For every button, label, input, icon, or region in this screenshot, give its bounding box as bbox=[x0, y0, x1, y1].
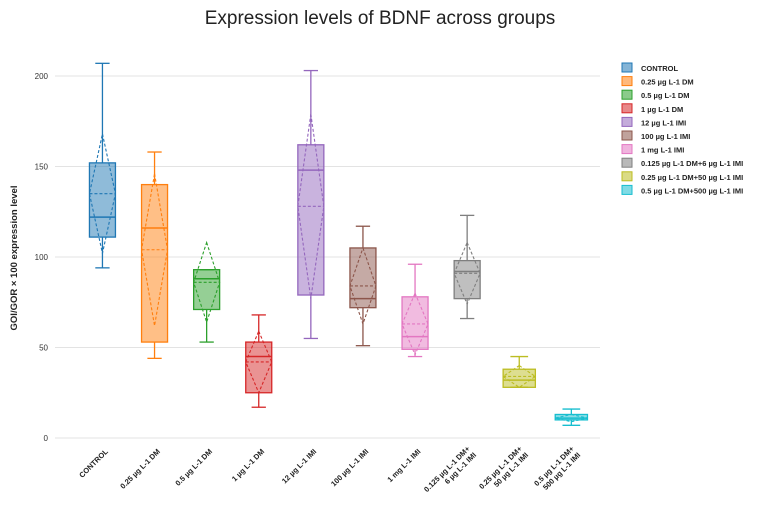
box-2 bbox=[140, 151, 169, 360]
x-tick-label: 0.125 µg L-1 DM+6 µg L-1 IMI bbox=[422, 444, 478, 500]
box-3 bbox=[192, 240, 221, 343]
x-tick-label-line: CONTROL bbox=[77, 447, 110, 480]
x-tick-label-line: 12 µg L-1 IMI bbox=[280, 447, 318, 485]
box-iqr bbox=[192, 269, 221, 311]
box-iqr bbox=[502, 368, 537, 388]
x-tick-label: 0.25 µg L-1 DM bbox=[118, 447, 162, 491]
x-tick-label-line: 1 mg L-1 IMI bbox=[385, 447, 422, 484]
box-iqr bbox=[453, 259, 481, 300]
legend-item: 12 µg L-1 IMI bbox=[621, 116, 686, 127]
mean-sd-diamond bbox=[401, 291, 429, 357]
box-iqr bbox=[297, 144, 325, 296]
legend-item: CONTROL bbox=[621, 62, 678, 73]
legend-swatch bbox=[621, 103, 633, 114]
mean-sd-diamond bbox=[349, 246, 377, 326]
box-1 bbox=[88, 62, 117, 269]
legend-item: 100 µg L-1 IMI bbox=[621, 130, 690, 141]
legend-swatch bbox=[621, 144, 633, 155]
box-5 bbox=[297, 69, 325, 340]
x-tick-label-line: 0.5 µg L-1 DM bbox=[173, 447, 214, 488]
x-tick-label: 1 µg L-1 DM bbox=[230, 447, 266, 483]
box-9 bbox=[502, 355, 537, 388]
x-tick-label: 1 mg L-1 IMI bbox=[385, 447, 422, 484]
mean-sd-diamond bbox=[140, 173, 169, 326]
y-tick-label: 100 bbox=[35, 253, 49, 262]
legend-label: 0.5 µg L-1 DM+500 µg L-1 IMI bbox=[641, 186, 743, 195]
x-tick-label-line: 1 µg L-1 DM bbox=[230, 447, 266, 483]
x-tick-label: CONTROL bbox=[77, 447, 110, 480]
box-iqr bbox=[245, 341, 273, 394]
box-plots bbox=[88, 62, 589, 426]
legend-item: 0.5 µg L-1 DM bbox=[621, 89, 690, 100]
legend-swatch bbox=[621, 89, 633, 100]
box-8 bbox=[453, 214, 481, 320]
y-tick-label: 150 bbox=[35, 163, 49, 172]
x-tick-label: 100 µg L-1 IMI bbox=[329, 447, 370, 488]
legend-label: 1 mg L-1 IMI bbox=[641, 146, 684, 155]
legend-item: 1 µg L-1 DM bbox=[621, 103, 683, 114]
box-6 bbox=[349, 225, 377, 347]
legend-swatch bbox=[621, 62, 633, 73]
legend-item: 0.25 µg L-1 DM+50 µg L-1 IMI bbox=[621, 171, 743, 182]
mean-sd-diamond bbox=[502, 364, 537, 388]
mean-sd-diamond bbox=[88, 133, 117, 254]
x-tick-label: 12 µg L-1 IMI bbox=[280, 447, 318, 485]
legend-item: 1 mg L-1 IMI bbox=[621, 144, 684, 155]
legend-item: 0.25 µg L-1 DM bbox=[621, 76, 694, 87]
x-tick-label: 0.5 µg L-1 DM+500 µg L-1 IMI bbox=[532, 444, 583, 495]
x-tick-label: 0.5 µg L-1 DM bbox=[173, 447, 214, 488]
x-axis-ticks: CONTROL 0.25 µg L-1 DM 0.5 µg L-1 DM 1 µg L… bbox=[77, 444, 583, 500]
legend-swatch bbox=[621, 171, 633, 182]
legend-label: 0.125 µg L-1 DM+6 µg L-1 IMI bbox=[641, 159, 743, 168]
legend-swatch bbox=[621, 116, 633, 127]
legend-label: 12 µg L-1 IMI bbox=[641, 118, 686, 127]
legend-swatch bbox=[621, 184, 633, 195]
y-tick-label: 0 bbox=[44, 434, 49, 443]
mean-sd-diamond bbox=[297, 113, 325, 299]
legend-swatch bbox=[621, 130, 633, 141]
legend-label: 100 µg L-1 IMI bbox=[641, 132, 690, 141]
x-tick-label: 0.25 µg L-1 DM+50 µg L-1 IMI bbox=[477, 444, 531, 498]
legend-label: 1 µg L-1 DM bbox=[641, 105, 683, 114]
mean-sd-diamond bbox=[193, 240, 221, 324]
legend-label: CONTROL bbox=[641, 64, 678, 73]
y-axis-label: GOI/GOR × 100 expression level bbox=[9, 186, 20, 331]
box-iqr bbox=[140, 183, 169, 343]
legend-label: 0.5 µg L-1 DM bbox=[641, 91, 690, 100]
y-tick-label: 200 bbox=[35, 72, 49, 81]
legend-item: 0.125 µg L-1 DM+6 µg L-1 IMI bbox=[621, 157, 743, 168]
mean-sd-diamond bbox=[245, 329, 273, 395]
y-tick-label: 50 bbox=[39, 344, 48, 353]
box-4 bbox=[245, 314, 273, 408]
legend-label: 0.25 µg L-1 DM bbox=[641, 78, 694, 87]
box-iqr bbox=[401, 296, 429, 350]
x-tick-label-line: 0.25 µg L-1 DM bbox=[118, 447, 162, 491]
legend-swatch bbox=[621, 157, 633, 168]
chart-title: Expression levels of BDNF across groups bbox=[205, 8, 556, 29]
legend: CONTROL 0.25 µg L-1 DM 0.5 µg L-1 DM 1 µg L… bbox=[621, 62, 743, 195]
box-10 bbox=[554, 408, 589, 426]
x-tick-label-line: 100 µg L-1 IMI bbox=[329, 447, 370, 488]
legend-swatch bbox=[621, 76, 633, 87]
y-axis-ticks: 0 50 100 150 200 bbox=[35, 72, 49, 443]
legend-item: 0.5 µg L-1 DM+500 µg L-1 IMI bbox=[621, 184, 743, 195]
box-7 bbox=[401, 263, 429, 358]
mean-sd-diamond bbox=[555, 413, 588, 423]
legend-label: 0.25 µg L-1 DM+50 µg L-1 IMI bbox=[641, 173, 743, 182]
mean-sd-diamond bbox=[453, 241, 481, 306]
